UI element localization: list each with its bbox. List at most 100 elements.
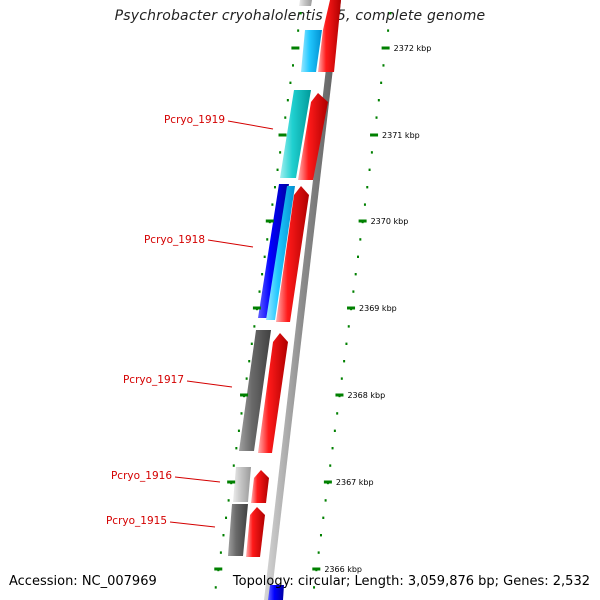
ruler-minor-tick [245, 377, 248, 380]
ruler-major-tick [347, 306, 356, 310]
ruler-minor-tick [366, 186, 369, 189]
feature-reverse-top-cyan [301, 30, 322, 72]
feature-forward-pcryo1919 [298, 93, 328, 180]
ruler-minor-tick [214, 586, 217, 589]
ruler-minor-tick [324, 499, 327, 502]
feature-reverse-pcryo1916 [233, 467, 251, 502]
feature-forward-pcryo1918 [276, 186, 309, 322]
feature-reverse-pcryo1918-cyan [266, 186, 295, 320]
ruler-minor-tick [352, 290, 355, 293]
feature-reverse-pcryo1918-blue [258, 184, 289, 318]
ruler-minor-tick [329, 464, 332, 467]
ruler-minor-tick [297, 29, 300, 32]
feature-reverse-pcryo1919 [280, 90, 311, 178]
ruler-major-tick [323, 480, 332, 484]
feature-reverse-pcryo1915 [228, 504, 248, 556]
ruler-minor-tick [222, 534, 225, 537]
ruler-minor-tick [237, 429, 240, 432]
ruler-minor-tick [319, 534, 322, 537]
ruler-minor-tick [284, 116, 287, 119]
ruler-minor-tick [258, 290, 261, 293]
gene-label: Pcryo_1915 [106, 515, 167, 527]
ruler-minor-tick [336, 412, 339, 415]
ruler-major-tick [291, 46, 300, 50]
ruler-major-tick [265, 219, 274, 223]
ruler-minor-tick [232, 464, 235, 467]
ruler-minor-tick [227, 499, 230, 502]
ruler-minor-tick [370, 151, 373, 154]
feature-reverse-top-lightgray [299, 0, 312, 6]
ruler-tick-label: 2372 kbp [394, 44, 432, 53]
ruler-major-tick [252, 306, 261, 310]
ruler-major-tick [370, 133, 379, 137]
ruler-minor-tick [387, 29, 390, 32]
ruler-major-tick [381, 46, 390, 50]
gene-labels: Pcryo_1919 Pcryo_1918 Pcryo_1917 Pcryo_1916… [106, 114, 274, 528]
gene-leader-line [169, 521, 216, 528]
sequence-backbone [264, 0, 341, 600]
scale-ruler: 2372 kbp 2371 kbp 2370 kbp 2369 kbp 2368 kbp… [214, 12, 431, 589]
gene-leader-line [227, 120, 274, 130]
ruler-major-tick [214, 567, 223, 571]
ruler-minor-tick [389, 12, 392, 15]
gene-leader-line [174, 476, 221, 483]
ruler-minor-tick [313, 586, 316, 589]
ruler-minor-tick [340, 377, 343, 380]
ruler-minor-tick [250, 342, 253, 345]
ruler-minor-tick [235, 447, 238, 450]
ruler-tick-label: 2370 kbp [371, 217, 409, 226]
ruler-major-tick [312, 567, 321, 571]
ruler-minor-tick [225, 516, 228, 519]
ruler-minor-tick [279, 151, 282, 154]
ruler-minor-tick [299, 12, 302, 15]
ruler-minor-tick [271, 203, 274, 206]
ruler-minor-tick [286, 99, 289, 102]
ruler-major-tick [278, 133, 287, 137]
ruler-major-tick [227, 480, 236, 484]
ruler-minor-tick [345, 342, 348, 345]
ruler-minor-tick [333, 429, 336, 432]
feature-forward-pcryo1916 [251, 470, 269, 503]
ruler-minor-tick [347, 325, 350, 328]
map-title: Psychrobacter cryohalolentis K5, complet… [114, 8, 486, 24]
ruler-major-tick [240, 393, 249, 397]
feature-reverse-bottom-blue [268, 585, 284, 600]
ruler-minor-tick [248, 360, 251, 363]
ruler-minor-tick [276, 168, 279, 171]
ruler-minor-tick [289, 81, 292, 84]
feature-reverse-pcryo1917 [239, 330, 271, 451]
ruler-minor-tick [317, 551, 320, 554]
ruler-minor-tick [359, 238, 362, 241]
gene-leader-line [186, 380, 233, 388]
ruler-minor-tick [377, 99, 380, 102]
ruler-minor-tick [354, 273, 357, 276]
ruler-minor-tick [357, 255, 360, 258]
gene-label: Pcryo_1917 [123, 374, 184, 386]
gene-label: Pcryo_1919 [164, 114, 225, 126]
ruler-minor-tick [273, 186, 276, 189]
feature-forward-top [318, 0, 341, 72]
ruler-minor-tick [375, 116, 378, 119]
ruler-minor-tick [380, 81, 383, 84]
ruler-minor-tick [291, 64, 294, 67]
ruler-tick-label: 2368 kbp [347, 391, 385, 400]
ruler-minor-tick [253, 325, 256, 328]
ruler-tick-label: 2371 kbp [382, 131, 420, 140]
ruler-minor-tick [343, 360, 346, 363]
accession-text: Accession: NC_007969 [9, 574, 157, 589]
gene-leader-line [207, 239, 254, 248]
ruler-minor-tick [382, 64, 385, 67]
ruler-tick-label: 2366 kbp [324, 565, 362, 574]
genome-info-text: Topology: circular; Length: 3,059,876 bp… [232, 574, 590, 589]
ruler-minor-tick [266, 238, 269, 241]
ruler-minor-tick [240, 412, 243, 415]
ruler-minor-tick [219, 551, 222, 554]
ruler-major-tick [335, 393, 344, 397]
ruler-minor-tick [263, 255, 266, 258]
gene-label: Pcryo_1918 [144, 234, 205, 246]
ruler-major-tick [358, 219, 367, 223]
feature-forward-pcryo1915 [246, 507, 265, 557]
ruler-minor-tick [322, 516, 325, 519]
ruler-minor-tick [261, 273, 264, 276]
